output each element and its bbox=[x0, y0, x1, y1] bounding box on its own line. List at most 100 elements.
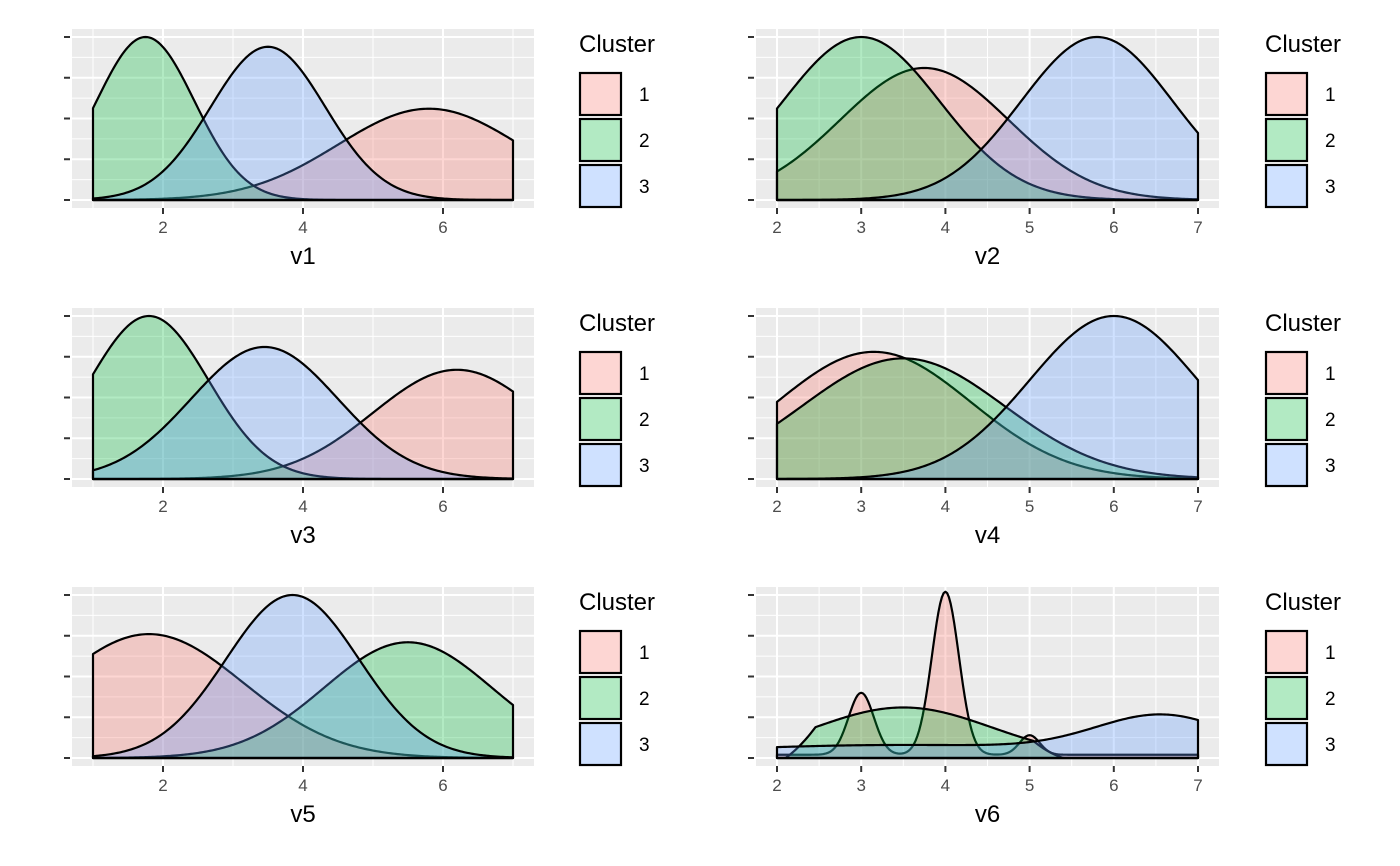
x-tick-label: 6 bbox=[438, 218, 447, 237]
density-panel-v6: 2 3 4 5 6 7 v6 Cluster 1 2 3 bbox=[748, 587, 1341, 828]
legend-title: Cluster bbox=[579, 310, 655, 337]
legend-label-cluster-3: 3 bbox=[1325, 735, 1336, 756]
x-tick-label: 6 bbox=[1109, 497, 1118, 516]
x-tick-label: 6 bbox=[1109, 218, 1118, 237]
legend-key-cluster-1 bbox=[578, 350, 623, 396]
x-axis-title: v1 bbox=[290, 243, 315, 270]
x-tick-label: 2 bbox=[158, 218, 167, 237]
density-panel-v3: 2 4 6 v3 Cluster 1 2 3 bbox=[64, 308, 655, 549]
x-tick-label: 7 bbox=[1193, 218, 1202, 237]
legend-title: Cluster bbox=[1265, 589, 1341, 616]
legend-key-cluster-2 bbox=[578, 117, 623, 163]
legend-key-cluster-1 bbox=[1264, 71, 1309, 117]
x-tick-label: 7 bbox=[1193, 497, 1202, 516]
density-area-cluster-3 bbox=[91, 345, 515, 481]
density-area-cluster-2 bbox=[775, 357, 1200, 481]
density-area-cluster-1 bbox=[91, 107, 515, 202]
x-tick-label: 2 bbox=[158, 497, 167, 516]
legend-key-bg bbox=[579, 351, 621, 394]
legend: Cluster 1 2 3 bbox=[578, 31, 655, 209]
legend-key-bg bbox=[1265, 397, 1307, 440]
legend-title: Cluster bbox=[579, 589, 655, 616]
x-tick-label: 3 bbox=[856, 497, 865, 516]
x-axis-title: v4 bbox=[975, 522, 1000, 549]
x-tick-label: 4 bbox=[298, 218, 307, 237]
x-tick-label: 6 bbox=[438, 776, 447, 795]
legend-key-bg bbox=[1265, 72, 1307, 115]
legend-key-bg bbox=[579, 164, 621, 207]
x-tick-label: 2 bbox=[772, 218, 781, 237]
legend: Cluster 1 2 3 bbox=[1264, 31, 1341, 209]
legend-label-cluster-1: 1 bbox=[1325, 85, 1336, 106]
legend-label-cluster-2: 2 bbox=[639, 131, 650, 152]
x-tick-label: 5 bbox=[1025, 218, 1034, 237]
legend-label-cluster-1: 1 bbox=[1325, 643, 1336, 664]
density-area-cluster-3 bbox=[91, 45, 515, 202]
x-tick-label: 6 bbox=[1109, 776, 1118, 795]
legend-key-cluster-2 bbox=[1264, 675, 1309, 721]
legend-key-bg bbox=[1265, 630, 1307, 673]
x-tick-label: 2 bbox=[772, 497, 781, 516]
density-area-cluster-3 bbox=[775, 35, 1200, 202]
legend-label-cluster-3: 3 bbox=[639, 735, 650, 756]
density-area-cluster-1 bbox=[775, 350, 1200, 481]
legend-key-bg bbox=[579, 630, 621, 673]
legend-key-cluster-3 bbox=[578, 442, 623, 488]
legend-label-cluster-3: 3 bbox=[639, 177, 650, 198]
x-tick-label: 2 bbox=[158, 776, 167, 795]
legend-key-cluster-2 bbox=[578, 396, 623, 442]
x-tick-label: 4 bbox=[298, 776, 307, 795]
legend-key-bg bbox=[579, 443, 621, 486]
legend-key-bg bbox=[1265, 443, 1307, 486]
legend: Cluster 1 2 3 bbox=[1264, 310, 1341, 488]
legend-key-bg bbox=[579, 397, 621, 440]
x-tick-label: 4 bbox=[941, 776, 950, 795]
legend-key-bg bbox=[579, 722, 621, 765]
legend-title: Cluster bbox=[1265, 31, 1341, 58]
legend-key-cluster-3 bbox=[578, 721, 623, 767]
density-panel-v1: 2 4 6 v1 Cluster 1 2 3 bbox=[64, 29, 655, 270]
x-tick-label: 6 bbox=[438, 497, 447, 516]
legend-key-cluster-2 bbox=[1264, 396, 1309, 442]
x-tick-label: 7 bbox=[1193, 776, 1202, 795]
legend-key-cluster-1 bbox=[1264, 350, 1309, 396]
legend-label-cluster-1: 1 bbox=[639, 643, 650, 664]
legend-key-bg bbox=[1265, 351, 1307, 394]
legend-key-cluster-1 bbox=[578, 71, 623, 117]
legend-key-bg bbox=[1265, 118, 1307, 161]
legend-key-bg bbox=[579, 118, 621, 161]
density-area-cluster-1 bbox=[775, 590, 1200, 760]
legend-label-cluster-1: 1 bbox=[1325, 364, 1336, 385]
legend-key-bg bbox=[1265, 722, 1307, 765]
legend-title: Cluster bbox=[579, 31, 655, 58]
x-tick-label: 3 bbox=[856, 218, 865, 237]
legend-key-cluster-3 bbox=[578, 163, 623, 209]
density-panel-v5: 2 4 6 v5 Cluster 1 2 3 bbox=[64, 587, 655, 828]
legend-key-cluster-3 bbox=[1264, 163, 1309, 209]
density-area-cluster-1 bbox=[775, 66, 1200, 202]
legend-key-cluster-1 bbox=[1264, 629, 1309, 675]
x-tick-label: 4 bbox=[298, 497, 307, 516]
legend: Cluster 1 2 3 bbox=[1264, 589, 1341, 767]
legend-key-cluster-3 bbox=[1264, 721, 1309, 767]
legend-key-cluster-2 bbox=[578, 675, 623, 721]
x-tick-label: 2 bbox=[772, 776, 781, 795]
density-area-cluster-3 bbox=[91, 593, 515, 760]
legend: Cluster 1 2 3 bbox=[578, 589, 655, 767]
density-panel-v4: 2 3 4 5 6 7 v4 Cluster 1 2 3 bbox=[748, 308, 1341, 549]
legend-key-bg bbox=[579, 72, 621, 115]
x-tick-label: 4 bbox=[941, 497, 950, 516]
x-axis-title: v2 bbox=[975, 243, 1000, 270]
x-axis-title: v3 bbox=[290, 522, 315, 549]
legend-key-cluster-2 bbox=[1264, 117, 1309, 163]
legend-title: Cluster bbox=[1265, 310, 1341, 337]
x-tick-label: 3 bbox=[856, 776, 865, 795]
legend-label-cluster-1: 1 bbox=[639, 85, 650, 106]
legend-label-cluster-2: 2 bbox=[639, 689, 650, 710]
legend: Cluster 1 2 3 bbox=[578, 310, 655, 488]
legend-label-cluster-3: 3 bbox=[639, 456, 650, 477]
x-axis-title: v6 bbox=[975, 801, 1000, 828]
density-area-cluster-2 bbox=[91, 641, 515, 760]
legend-key-cluster-3 bbox=[1264, 442, 1309, 488]
